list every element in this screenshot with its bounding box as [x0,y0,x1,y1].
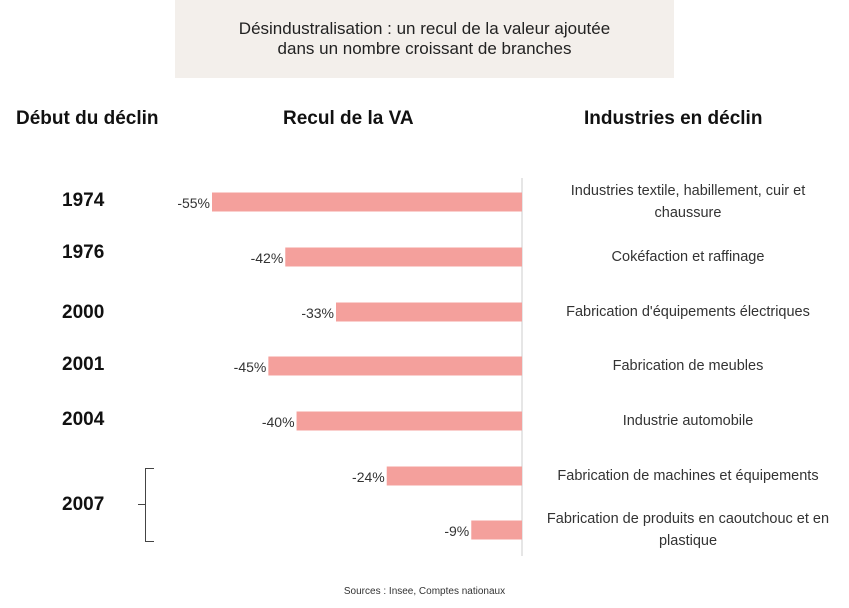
bar-0 [212,192,522,212]
year-label-2004: 2004 [62,409,105,430]
year-label-2000: 2000 [62,302,105,323]
year-label-2001: 2001 [62,354,105,375]
industry-label-6: Fabrication de produits en caoutchouc et… [546,511,830,549]
bar-value-label-0: -55% [177,195,210,211]
industry-label-2: Fabrication d'équipements électriques [566,304,810,320]
bar-value-label-1: -42% [251,250,284,266]
column-header-year: Début du déclin [16,108,159,129]
column-header-va: Recul de la VA [283,108,414,129]
year-label-1976: 1976 [62,242,105,263]
industry-label-0: Industries textile, habillement, cuir et… [570,183,806,221]
industry-label-1: Cokéfaction et raffinage [611,249,765,265]
bar-4 [296,411,522,431]
bar-2 [336,302,522,322]
source-note: Sources : Insee, Comptes nationaux [343,586,506,597]
year-label-2007: 2007 [62,494,105,515]
bar-value-label-2: -33% [301,305,334,321]
industry-label-5: Fabrication de machines et équipements [557,468,819,484]
chart-title-line1: Désindustralisation : un recul de la val… [238,19,611,38]
bar-value-label-3: -45% [234,359,267,375]
bar-value-label-6: -9% [444,523,469,539]
bar-value-label-5: -24% [352,469,385,485]
column-header-industries: Industries en déclin [584,108,763,129]
bar-value-label-4: -40% [262,414,295,430]
year-label-1974: 1974 [62,190,105,211]
industry-label-3: Fabrication de meubles [612,358,764,374]
chart-title-box: Désindustralisation : un recul de la val… [175,0,674,78]
bar-3 [268,356,522,376]
bar-1 [285,247,522,267]
industry-label-4: Industrie automobile [622,413,754,429]
bar-5 [386,466,522,486]
year-2007-bracket-tick [138,504,145,505]
year-2007-bracket [145,468,154,542]
chart-title-line2: dans un nombre croissant de branches [277,39,572,58]
bar-6 [471,520,522,540]
